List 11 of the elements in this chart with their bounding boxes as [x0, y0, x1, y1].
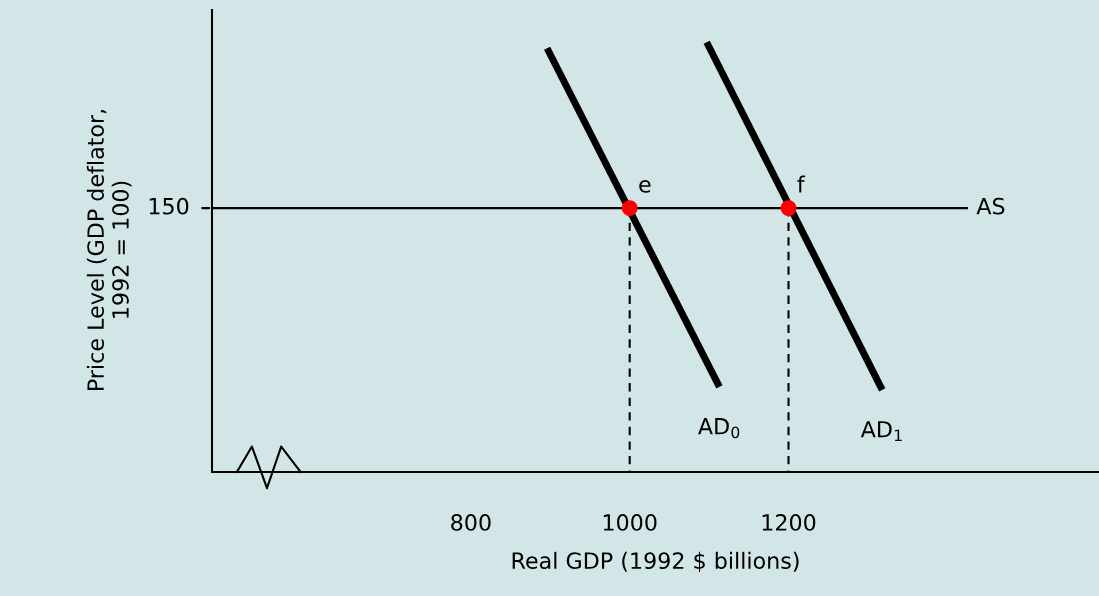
x-tick-label: 1000	[603, 514, 657, 531]
annotation: 150	[149, 197, 189, 215]
x-axis-title: Real GDP (1992 $ billions)	[512, 551, 799, 572]
series-label: AS	[976, 197, 1005, 215]
annotation: f	[797, 175, 806, 193]
series-label: AD$_{0}$	[698, 418, 740, 439]
x-tick-label: 800	[451, 514, 491, 531]
series-label: AD$_{1}$	[860, 421, 902, 441]
x-tick-label: 1200	[762, 514, 816, 531]
y-axis-title: Price Level (GDP deflator, 1992 = 100)	[86, 109, 132, 390]
annotation: e	[639, 179, 651, 193]
